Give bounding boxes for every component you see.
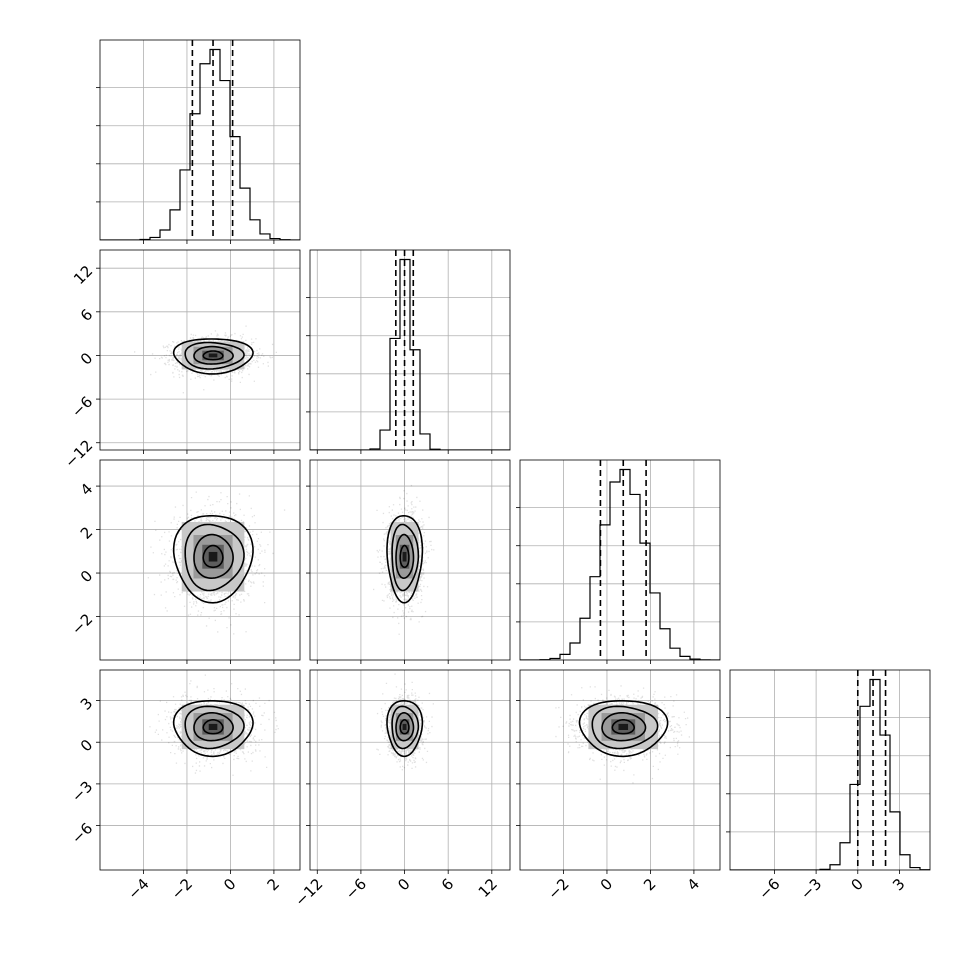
contour-1 xyxy=(395,712,415,742)
density-cell-3 xyxy=(402,723,407,730)
panel-frame xyxy=(309,459,511,661)
histogram-1 xyxy=(310,258,510,450)
scatter-points xyxy=(147,491,286,635)
contour-3 xyxy=(386,700,424,758)
panel-frame xyxy=(99,39,301,241)
ytick-label: 4 xyxy=(77,480,96,499)
contour-0 xyxy=(611,719,636,735)
ytick-label: −3 xyxy=(68,778,96,806)
contour-1 xyxy=(193,712,234,742)
ytick-label: 12 xyxy=(70,262,96,288)
contour-1 xyxy=(601,712,647,742)
ytick-label: −12 xyxy=(61,436,96,471)
contour-2 xyxy=(184,341,245,370)
contour-0 xyxy=(202,719,224,735)
panel-frame xyxy=(519,669,721,871)
contour-0 xyxy=(399,719,410,735)
contour-1 xyxy=(193,533,234,580)
histogram-3 xyxy=(730,678,930,870)
xtick-label: 6 xyxy=(438,875,457,894)
histogram-0 xyxy=(100,48,300,240)
panel-frame xyxy=(309,669,511,871)
xtick-label: 0 xyxy=(394,875,413,894)
contour-3 xyxy=(386,515,424,604)
contour-0 xyxy=(202,350,224,361)
xtick-label: 2 xyxy=(264,875,283,894)
xtick-label: −4 xyxy=(124,875,152,903)
panel-frame xyxy=(309,249,511,451)
contour-2 xyxy=(391,705,420,750)
contour-2 xyxy=(184,523,245,592)
ytick-label: 0 xyxy=(77,349,96,368)
ytick-label: 2 xyxy=(77,523,96,542)
density-cell-3 xyxy=(208,353,218,358)
contour-0 xyxy=(399,544,410,569)
xtick-label: −6 xyxy=(755,875,783,903)
panel-3-0: −6 −3 0 3 −4 −2 0 2 xyxy=(68,669,301,903)
xtick-label: 0 xyxy=(597,875,616,894)
ytick-label: 6 xyxy=(77,305,96,324)
ytick-label: 0 xyxy=(77,567,96,586)
xtick-label: 0 xyxy=(220,875,239,894)
xtick-label: 12 xyxy=(475,875,501,901)
xtick-label: −3 xyxy=(797,875,825,903)
xtick-label: −2 xyxy=(544,875,572,903)
density-cell-3 xyxy=(402,551,407,562)
contour-3 xyxy=(172,700,254,758)
ytick-label: 3 xyxy=(77,694,96,713)
contour-2 xyxy=(391,523,420,592)
contour-0 xyxy=(202,544,224,569)
density-cell-3 xyxy=(618,723,629,730)
histogram-2 xyxy=(520,468,720,660)
xtick-label: 4 xyxy=(684,875,703,894)
panel-2-2 xyxy=(516,459,721,664)
contour-1 xyxy=(395,533,415,580)
panel-2-0: −2 0 2 4 xyxy=(68,459,301,664)
contour-2 xyxy=(184,705,245,750)
xtick-label: −2 xyxy=(168,875,196,903)
xtick-label: 3 xyxy=(889,875,908,894)
xtick-label: −12 xyxy=(291,875,326,910)
density-cell-3 xyxy=(208,551,218,562)
ytick-label: −2 xyxy=(68,610,96,638)
contour-2 xyxy=(591,705,659,750)
panel-0-0 xyxy=(96,39,301,244)
panel-3-2: −2 0 2 4 xyxy=(516,669,721,903)
contour-3 xyxy=(578,700,669,758)
panel-1-0: −12 −6 0 6 12 xyxy=(61,249,301,471)
panel-frame xyxy=(729,669,931,871)
xtick-label: 0 xyxy=(847,875,866,894)
contour-1 xyxy=(193,345,234,365)
panel-3-1: −12 −6 0 6 12 xyxy=(291,669,511,910)
xtick-label: −6 xyxy=(342,875,370,903)
xtick-label: 2 xyxy=(640,875,659,894)
panel-frame xyxy=(99,669,301,871)
contour-3 xyxy=(172,515,254,604)
panel-frame xyxy=(99,249,301,451)
density-cell-3 xyxy=(208,723,218,730)
panel-frame xyxy=(99,459,301,661)
panel-3-3: −6 −3 0 3 xyxy=(726,669,931,903)
ytick-label: −6 xyxy=(68,819,96,847)
panel-frame xyxy=(519,459,721,661)
contour-3 xyxy=(172,338,254,375)
panel-2-1 xyxy=(306,459,511,664)
ytick-label: 0 xyxy=(77,736,96,755)
panel-1-1 xyxy=(306,249,511,454)
ytick-label: −6 xyxy=(68,393,96,421)
